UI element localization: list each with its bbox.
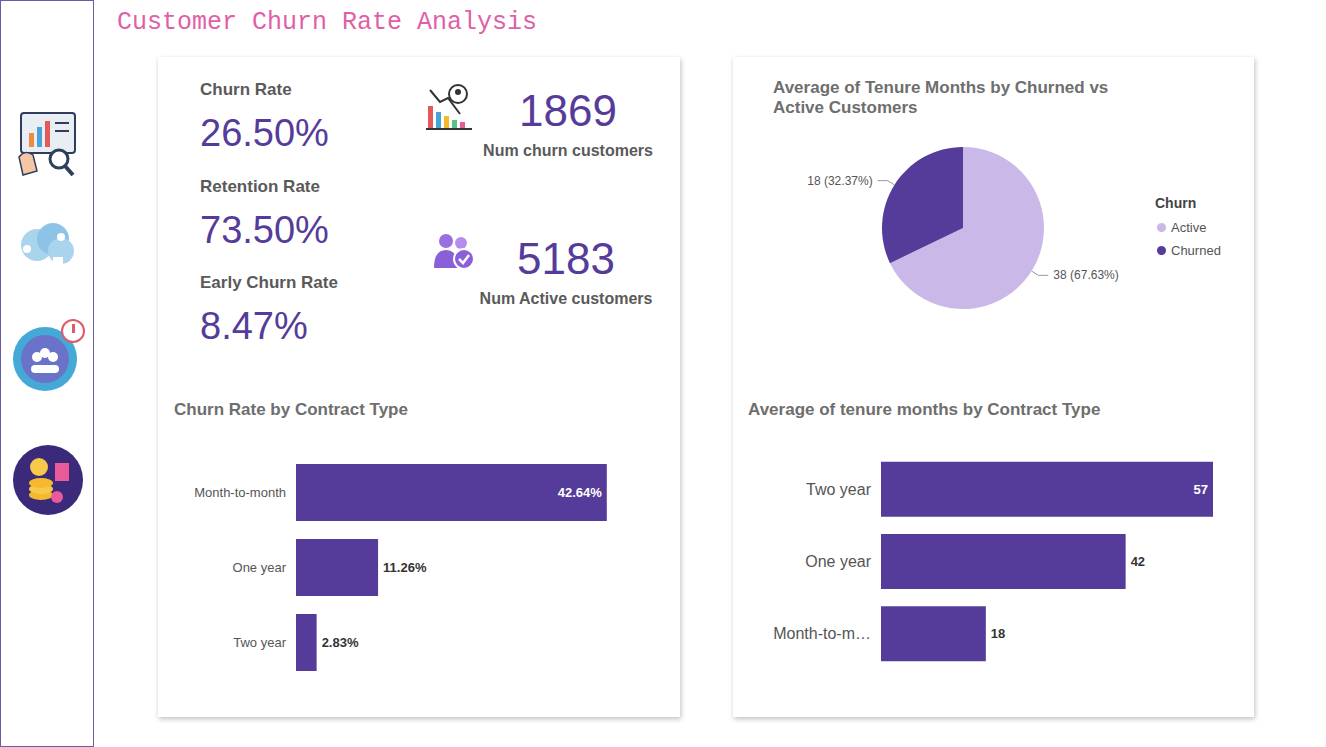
html-text:Customer Churn Rate Analysis: Customer Churn Rate Analysis <box>117 8 538 37</box>
svg-text:18 (32.37%): 18 (32.37%) <box>807 174 872 188</box>
html-text:5183: 5183 <box>517 234 615 283</box>
html-text:Num Active customers: Num Active customers <box>479 290 653 307</box>
html-text:Churn: Churn <box>1155 195 1197 211</box>
html-text:73.50%: 73.50% <box>200 209 329 251</box>
html-text:Num churn customers: Num churn customers <box>483 142 653 159</box>
svg-text:Month-to-m…: Month-to-m… <box>773 625 871 642</box>
html-text:Average of Tenure Months by Ch: Average of Tenure Months by Churned vs A… <box>773 78 1109 117</box>
svg-text:57: 57 <box>1194 482 1208 497</box>
html-text:Average of tenure months by Co: Average of tenure months by Contract Typ… <box>748 400 1101 419</box>
svg-text:11.26%: 11.26% <box>383 560 427 575</box>
html-text:1869: 1869 <box>519 86 617 135</box>
html-text:Early Churn Rate: Early Churn Rate <box>200 273 338 292</box>
html-text:Churn Rate: Churn Rate <box>200 80 292 99</box>
svg-text:42.64%: 42.64% <box>558 485 603 500</box>
svg-text:Month-to-month: Month-to-month <box>194 485 286 500</box>
svg-text:Active: Active <box>1171 220 1206 235</box>
html-text:8.47%: 8.47% <box>200 305 308 347</box>
svg-text:18: 18 <box>991 626 1005 641</box>
svg-text:One year: One year <box>805 553 871 570</box>
svg-text:Two year: Two year <box>233 635 286 650</box>
html-text:Retention Rate: Retention Rate <box>200 177 320 196</box>
html-text:26.50%: 26.50% <box>200 112 329 154</box>
svg-text:Churned: Churned <box>1171 243 1221 258</box>
svg-text:Two year: Two year <box>806 481 872 498</box>
svg-text:2.83%: 2.83% <box>322 635 359 650</box>
svg-text:42: 42 <box>1131 554 1145 569</box>
html-text:Churn Rate by Contract Type: Churn Rate by Contract Type <box>174 400 408 419</box>
svg-text:38 (67.63%): 38 (67.63%) <box>1053 268 1118 282</box>
svg-text:One year: One year <box>233 560 287 575</box>
